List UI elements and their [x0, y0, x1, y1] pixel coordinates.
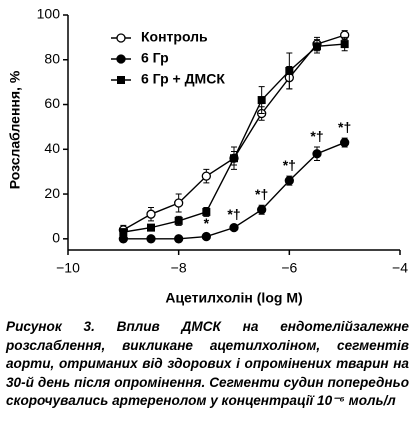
data-point	[312, 149, 322, 159]
data-point	[147, 223, 155, 232]
significance-mark: *†	[255, 186, 268, 202]
significance-mark: *†	[227, 206, 240, 222]
data-point	[313, 42, 321, 51]
legend-marker	[117, 76, 125, 84]
data-point	[174, 216, 183, 225]
x-tick-label: −8	[171, 260, 187, 276]
caption: Рисунок 3. Вплив ДМСК на ендотелійзалежн…	[6, 318, 409, 411]
data-point	[174, 198, 184, 208]
data-point	[146, 209, 156, 219]
data-point	[340, 137, 350, 148]
x-axis-label: Ацетилхолін (log M)	[165, 290, 302, 306]
x-tick-label: −6	[281, 260, 297, 276]
y-tick-label: 40	[44, 140, 60, 156]
y-tick-label: 60	[44, 95, 60, 111]
data-point	[257, 96, 266, 105]
data-point	[201, 171, 211, 181]
significance-mark: *†	[338, 119, 351, 135]
significance-mark: *†	[283, 157, 296, 173]
caption-text: Вплив ДМСК на ендотелійзалежне розслабле…	[6, 319, 409, 409]
significance-mark: *	[204, 215, 210, 231]
data-point	[174, 234, 184, 244]
caption-label: Рисунок 3.	[6, 319, 95, 334]
legend-marker	[116, 54, 126, 64]
data-point	[146, 234, 156, 244]
data-point	[201, 231, 211, 242]
legend-label: 6 Гр + ДМСК	[141, 71, 225, 87]
data-point	[257, 205, 267, 215]
y-tick-label: 0	[52, 230, 60, 246]
y-tick-label: 80	[44, 50, 60, 66]
data-point	[202, 207, 211, 216]
significance-mark: *†	[310, 128, 323, 144]
x-tick-label: −4	[392, 260, 408, 276]
legend-label: Контроль	[141, 29, 208, 45]
data-point	[285, 66, 294, 75]
legend-label: 6 Гр	[141, 50, 169, 66]
data-point	[119, 228, 128, 237]
data-point	[230, 154, 238, 163]
data-point	[229, 222, 239, 233]
y-tick-label: 20	[44, 185, 60, 201]
y-tick-label: 100	[37, 6, 61, 22]
data-point	[340, 40, 349, 49]
x-tick-label: −10	[56, 260, 80, 276]
legend-marker	[116, 33, 126, 43]
chart: Розслаблення, % Ацетилхолін (log M) 0 20 4…	[7, 6, 408, 306]
y-axis-label: Розслаблення, %	[7, 70, 23, 189]
data-point	[284, 175, 294, 186]
